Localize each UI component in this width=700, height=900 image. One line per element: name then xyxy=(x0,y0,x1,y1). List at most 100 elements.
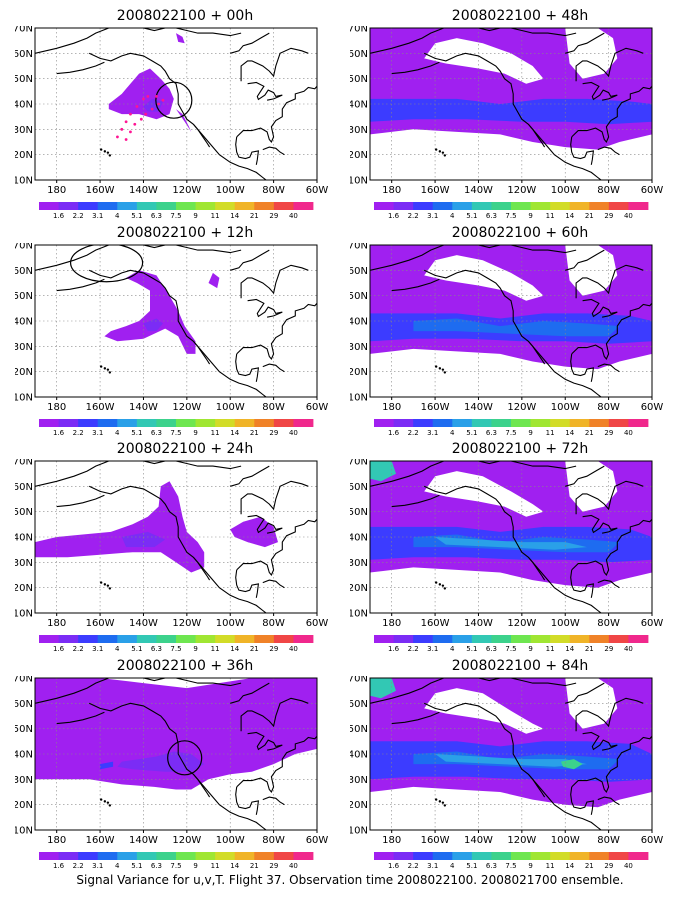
coastline xyxy=(565,465,605,487)
lat-tick-label: 50N xyxy=(15,507,33,518)
colorbar-swatch xyxy=(273,852,294,860)
lon-tick-label: 160W xyxy=(86,618,115,629)
colorbar-label: 2.2 xyxy=(73,645,84,651)
colorbar-swatch xyxy=(511,635,531,643)
colorbar-label: 2.2 xyxy=(408,645,419,651)
lat-tick-label: 50N xyxy=(350,291,368,302)
colorbar-label: 3.1 xyxy=(427,862,438,868)
colorbar-swatch xyxy=(452,635,473,643)
flight-track-point xyxy=(116,135,119,139)
lat-tick-label: 40N xyxy=(15,100,33,111)
coastline xyxy=(370,28,444,54)
colorbar-label: 7.5 xyxy=(505,429,516,435)
colorbar-label: 7.5 xyxy=(170,429,181,435)
lon-tick-label: 140W xyxy=(129,835,158,846)
colorbar-label: 1.6 xyxy=(388,862,400,868)
coastline xyxy=(478,245,501,249)
lon-tick-label: 60W xyxy=(641,835,664,846)
variance-contour xyxy=(117,751,205,772)
island xyxy=(441,368,445,371)
colorbar-label: 1.6 xyxy=(388,429,400,435)
map-frame xyxy=(369,244,653,398)
colorbar-swatch xyxy=(215,635,236,643)
map-plot: 70N 60N 50N 40N 30N 20N 10N 180 160W 140W 120W 100W… xyxy=(15,26,328,218)
island xyxy=(108,804,112,807)
colorbar-label: 21 xyxy=(585,429,594,435)
coastline xyxy=(478,461,501,465)
lat-tick-label: 10N xyxy=(15,609,33,620)
colorbar-swatch xyxy=(511,202,531,210)
colorbar-swatch xyxy=(628,852,649,860)
colorbar-swatch xyxy=(550,419,571,427)
colorbar-label: 40 xyxy=(624,862,633,868)
lon-tick-label: 140W xyxy=(464,402,493,413)
colorbar-label: 6.3 xyxy=(151,862,162,868)
variance-field xyxy=(370,28,652,150)
colorbar-swatch xyxy=(97,202,118,210)
map-plot: 70N 60N 50N 40N 30N 20N 10N 180 160W 140W 120W 100W… xyxy=(350,26,664,218)
colorbar-swatch xyxy=(117,419,138,427)
coastline xyxy=(192,773,211,798)
coastline xyxy=(423,702,602,830)
colorbar-label: 7.5 xyxy=(505,862,516,868)
colorbar-swatch xyxy=(491,202,512,210)
lon-tick-label: 140W xyxy=(464,835,493,846)
coastline xyxy=(235,136,260,165)
colorbar-label: 21 xyxy=(250,862,259,868)
island xyxy=(103,800,107,803)
colorbar: 1.6 2.2 3.1 4 5.1 6.3 7.5 9 11 14 21 29 40 xyxy=(374,202,649,218)
colorbar-label: 11 xyxy=(546,645,555,651)
colorbar-swatch xyxy=(117,852,138,860)
colorbar-label: 40 xyxy=(624,645,633,651)
lon-tick-label: 60W xyxy=(641,185,664,196)
lat-tick-label: 10N xyxy=(350,826,368,837)
coastline xyxy=(510,28,577,37)
map-plot: 70N 60N 50N 40N 30N 20N 10N 180 160W 140W 120W 100W… xyxy=(15,243,328,435)
map-plot: 70N 60N 50N 40N 30N 20N 10N 180 160W 140W 120W 100W… xyxy=(15,459,328,651)
colorbar-swatch xyxy=(39,635,59,643)
lon-tick-label: 60W xyxy=(641,402,664,413)
variance-field xyxy=(370,678,652,808)
colorbar-label: 5.1 xyxy=(131,862,142,868)
colorbar-label: 3.1 xyxy=(427,645,438,651)
panel-00h: 2008022100 + 00h 70N 60N 50N 40N 30N 20N 10N 18… xyxy=(15,8,355,218)
coastline xyxy=(235,786,260,815)
coastline xyxy=(597,796,620,806)
variance-contour xyxy=(208,272,220,289)
lat-tick-label: 10N xyxy=(15,176,33,187)
colorbar-swatch xyxy=(491,852,512,860)
coastline xyxy=(423,269,602,397)
colorbar-label: 9 xyxy=(528,212,532,218)
coastline xyxy=(230,682,270,704)
variance-contour xyxy=(424,688,544,734)
coastline xyxy=(391,494,440,508)
colorbar-swatch xyxy=(195,852,216,860)
colorbar-swatch xyxy=(78,419,99,427)
colorbar-swatch xyxy=(530,419,551,427)
colorbar-swatch xyxy=(628,635,649,643)
colorbar-label: 1.6 xyxy=(53,212,65,218)
island xyxy=(103,583,107,586)
island xyxy=(103,150,107,153)
lon-tick-label: 80W xyxy=(597,185,620,196)
lat-tick-label: 20N xyxy=(350,150,368,161)
colorbar-swatch xyxy=(39,852,59,860)
colorbar-swatch xyxy=(374,635,394,643)
colorbar-label: 11 xyxy=(211,645,220,651)
coastline xyxy=(527,556,546,581)
colorbar-label: 4 xyxy=(115,645,120,651)
coastline xyxy=(247,731,283,751)
island xyxy=(434,148,438,151)
colorbar-label: 4 xyxy=(450,212,455,218)
colorbar-swatch xyxy=(374,419,394,427)
coastline xyxy=(236,85,317,144)
lat-tick-label: 20N xyxy=(15,583,33,594)
colorbar-swatch xyxy=(608,419,629,427)
lat-tick-label: 10N xyxy=(350,609,368,620)
island xyxy=(438,367,442,370)
colorbar-swatch xyxy=(39,419,59,427)
coastline xyxy=(510,245,577,254)
colorbar-label: 1.6 xyxy=(53,429,65,435)
lat-tick-label: 60N xyxy=(15,266,33,277)
colorbar-label: 5.1 xyxy=(466,212,477,218)
